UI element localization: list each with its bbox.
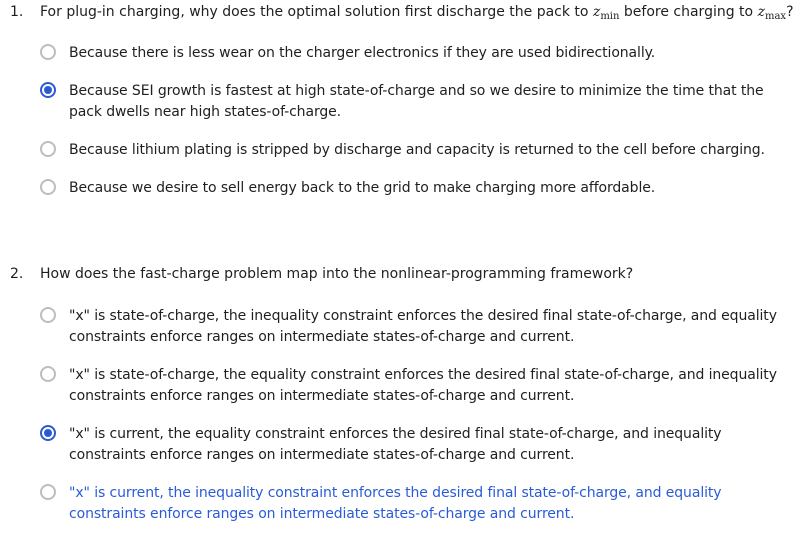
- option-label[interactable]: Because we desire to sell energy back to…: [69, 180, 656, 196]
- option-label[interactable]: Because lithium plating is stripped by d…: [69, 142, 765, 158]
- math-subscript: min: [600, 11, 620, 22]
- option-label[interactable]: Because SEI growth is fastest at high st…: [69, 83, 764, 120]
- question-number: 1.: [10, 4, 24, 20]
- prompt-text-middle: before charging to: [623, 4, 754, 20]
- math-z-min: zmin: [592, 4, 620, 22]
- option-label[interactable]: "x" is state-of-charge, the inequality c…: [69, 308, 777, 345]
- prompt-text-after: ?: [786, 4, 794, 20]
- radio-button[interactable]: [40, 307, 56, 323]
- option-label[interactable]: Because there is less wear on the charge…: [69, 45, 656, 61]
- question-prompt: How does the fast-charge problem map int…: [40, 266, 634, 282]
- question-number: 2.: [10, 266, 24, 282]
- radio-button-selected[interactable]: [40, 425, 56, 441]
- math-variable: z: [757, 4, 765, 20]
- option-label[interactable]: "x" is current, the equality constraint …: [69, 426, 722, 463]
- radio-button[interactable]: [40, 366, 56, 382]
- option-label[interactable]: "x" is state-of-charge, the equality con…: [69, 367, 777, 404]
- math-z-max: zmax: [757, 4, 787, 22]
- option-label-hovered[interactable]: "x" is current, the inequality constrain…: [69, 485, 722, 522]
- radio-button[interactable]: [40, 141, 56, 157]
- question-prompt: For plug-in charging, why does the optim…: [40, 2, 794, 27]
- radio-button-selected[interactable]: [40, 82, 56, 98]
- radio-button[interactable]: [40, 44, 56, 60]
- prompt-text-before: For plug-in charging, why does the optim…: [40, 4, 589, 20]
- radio-button[interactable]: [40, 484, 56, 500]
- math-variable: z: [592, 4, 601, 20]
- math-subscript: max: [764, 11, 787, 22]
- radio-button[interactable]: [40, 179, 56, 195]
